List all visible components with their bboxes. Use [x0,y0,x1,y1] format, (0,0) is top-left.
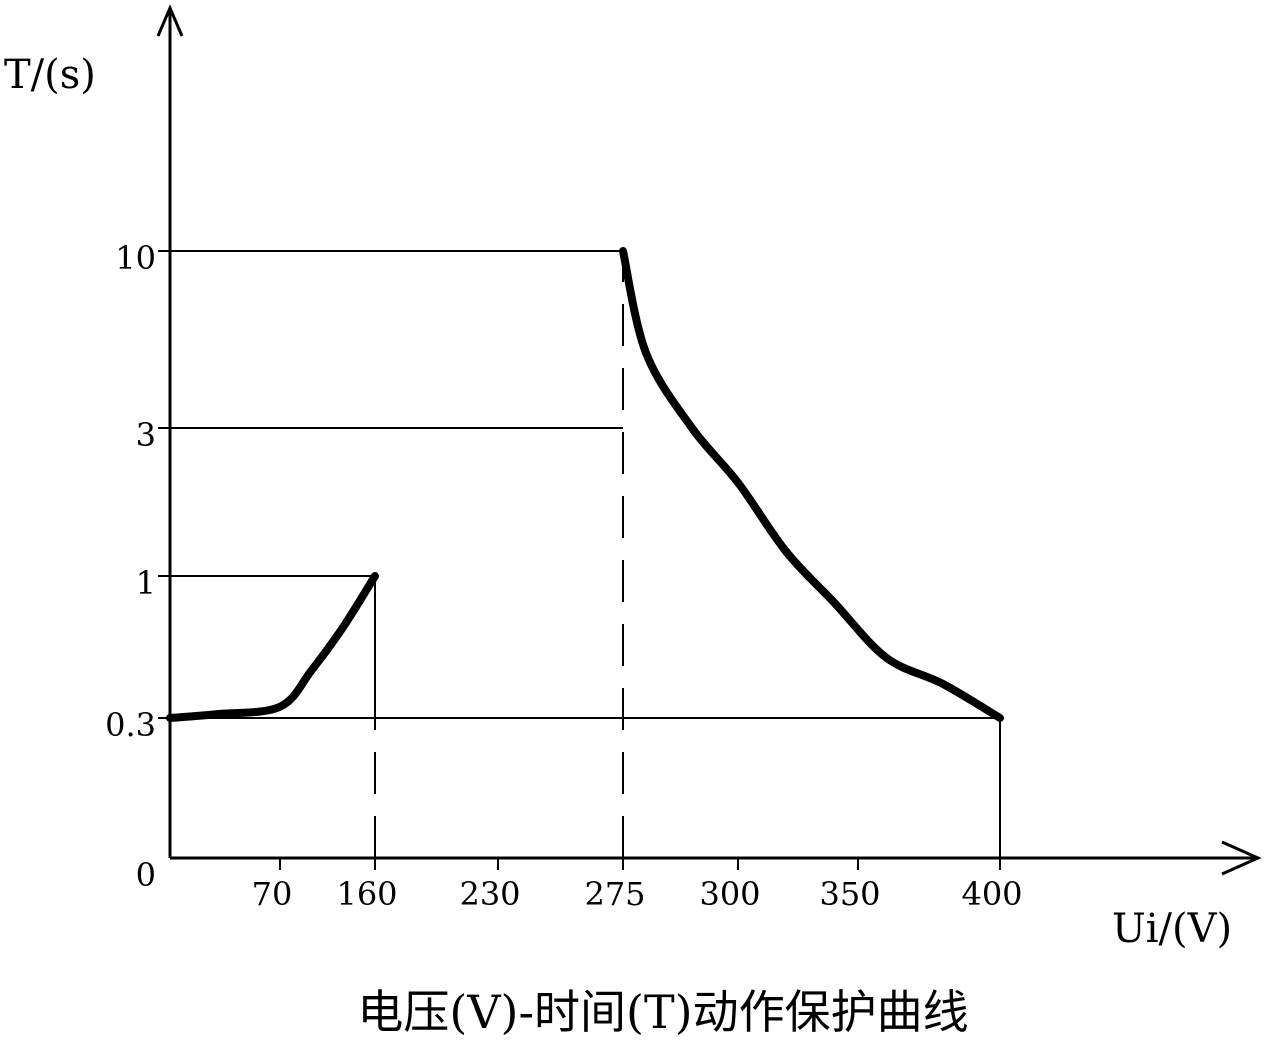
y-tick-label-10: 10 [115,239,156,277]
y-axis-label: T/(s) [4,52,96,98]
y-tick-label-1: 1 [136,564,156,602]
x-tick-label-230: 230 [459,875,520,913]
curve-series-1 [619,247,1004,722]
chart-title: 电压(V)-时间(T)动作保护曲线 [357,985,968,1039]
x-tick-label-275: 275 [584,875,645,913]
x-tick-label-160: 160 [336,875,397,913]
x-tick-label-350: 350 [819,875,880,913]
y-tick-label-0: 0 [136,856,156,894]
x-axis-arrow [1221,840,1262,876]
ticks [158,250,1001,870]
reference-lines [170,250,1001,858]
x-tick-label-300: 300 [699,875,760,913]
axes [156,4,1262,876]
curve-series-0 [166,572,379,722]
y-axis-arrow [156,4,184,37]
x-tick-label-70: 70 [252,875,293,913]
x-tick-label-400: 400 [961,875,1022,913]
y-tick-label-0.3: 0.3 [105,706,156,744]
curves [166,247,1004,722]
tick-labels: 70 160 230 275 300 350 400 0 0.3 1 3 10 [105,239,1022,913]
x-axis-label: Ui/(V) [1112,906,1232,952]
y-tick-label-3: 3 [136,416,156,454]
